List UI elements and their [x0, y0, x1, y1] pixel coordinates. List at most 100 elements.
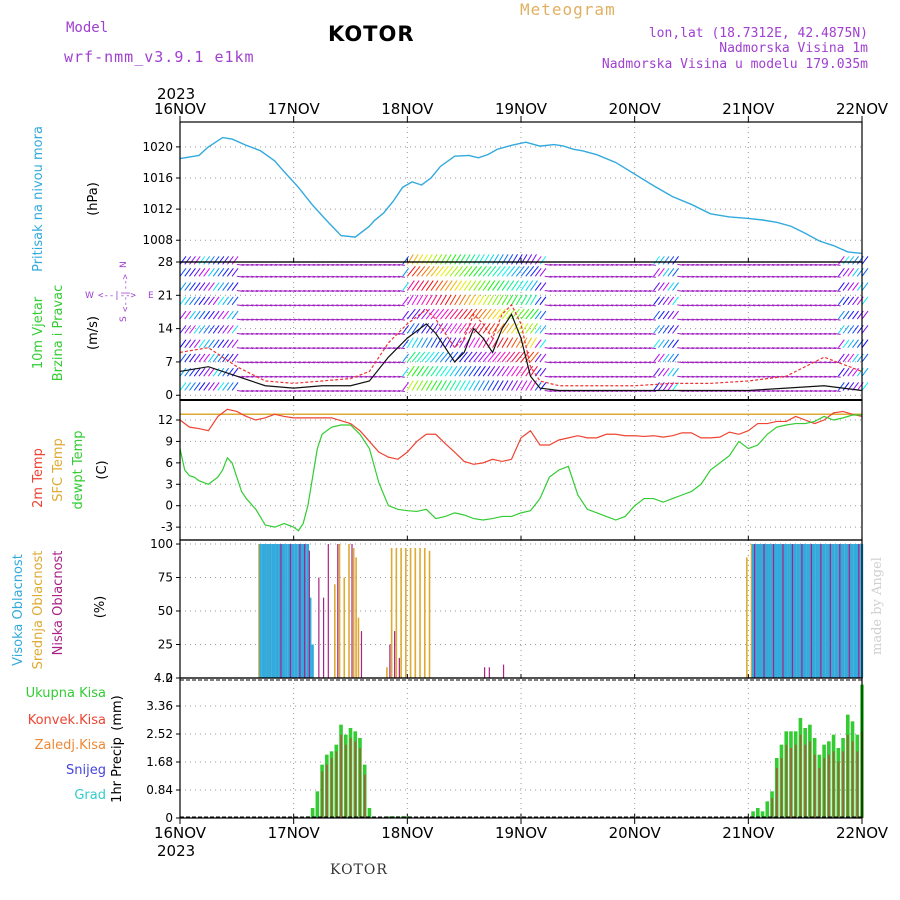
wind-barb: [762, 361, 770, 364]
wind-barb: [477, 294, 485, 306]
wind-barb: [861, 282, 869, 291]
wind-barb: [411, 365, 420, 377]
wind-barb: [833, 275, 841, 278]
wind-barb: [677, 375, 685, 378]
wind-barb: [359, 332, 368, 335]
wind-barb: [388, 290, 396, 293]
wind-barb: [444, 254, 452, 265]
wind-barb: [487, 294, 495, 306]
wind-barb: [506, 265, 516, 277]
wind-barb: [208, 267, 215, 277]
wind-barb: [639, 304, 647, 307]
wind-barb: [250, 389, 259, 392]
wind-barb: [506, 308, 516, 320]
wind-barb: [681, 290, 690, 293]
wind-barb: [383, 375, 391, 378]
wind-barb: [350, 375, 358, 378]
wind-barb: [506, 254, 514, 265]
wind-barb: [549, 275, 557, 278]
wind-barb: [577, 275, 585, 278]
wind-barb: [501, 365, 510, 377]
wind-barb: [809, 263, 817, 266]
wind-barb: [530, 280, 538, 291]
wind-barb: [345, 375, 353, 378]
wind-barb: [752, 332, 761, 335]
wind-barb: [383, 332, 391, 335]
wind-barb: [463, 280, 472, 291]
wind-barb: [705, 318, 713, 321]
conv-precip-bar: [823, 758, 826, 818]
wind-barb: [795, 290, 803, 293]
wind-barb: [198, 367, 206, 377]
wind-barb: [819, 375, 827, 378]
wind-barb: [520, 351, 530, 363]
wind-axis-label-2: Brzina i Pravac: [51, 285, 66, 382]
wind-barb: [805, 375, 813, 378]
wind-barb: [743, 304, 751, 307]
wind-barb: [477, 265, 487, 277]
wind-barb: [724, 347, 732, 350]
wind-barb: [814, 318, 822, 321]
wind-barb: [193, 325, 201, 334]
wind-barb: [355, 332, 363, 335]
station-title: KOTOR: [328, 22, 415, 46]
wind-barb: [814, 361, 822, 364]
high-cloud-axis-label: Visoka Oblacnost: [11, 554, 26, 666]
wind-barb: [601, 275, 609, 278]
wind-barb: [705, 332, 713, 335]
wind-barb: [473, 265, 483, 277]
wind-barb: [724, 332, 732, 335]
wind-barb: [288, 318, 297, 321]
wind-barb: [397, 318, 405, 321]
wind-barb: [563, 318, 571, 321]
pressure-unit-label: (hPa): [86, 182, 101, 216]
wind-barb: [762, 389, 770, 392]
wind-barb: [601, 361, 609, 364]
wind-barb: [364, 389, 372, 392]
wind-barb: [369, 263, 377, 266]
y-tick-label: 12: [158, 413, 173, 427]
wind-barb: [454, 294, 462, 306]
wind-barb: [563, 304, 571, 307]
wind-barb: [477, 280, 486, 291]
wind-barb: [648, 347, 656, 350]
wind-barb: [719, 347, 727, 350]
wind-barb: [767, 347, 775, 350]
wind-barb: [345, 263, 353, 266]
wind-barb: [710, 304, 718, 307]
wind-barb: [786, 389, 794, 392]
wind-barb: [757, 318, 765, 321]
wind-barb: [269, 263, 278, 266]
mid-cloud-axis-label: Srednja Oblacnost: [31, 551, 46, 670]
y-tick-label: 50: [158, 604, 173, 618]
wind-barb: [179, 382, 187, 391]
wind-barb: [393, 389, 401, 392]
wind-barb: [620, 263, 628, 266]
wind-barb: [487, 365, 496, 377]
wind-barb: [241, 389, 249, 392]
wind-barb: [771, 347, 780, 350]
wind-barb: [525, 265, 535, 277]
wind-barb: [852, 296, 859, 306]
wind-barb: [274, 347, 282, 350]
wind-barb: [416, 337, 424, 348]
wind-barb: [790, 347, 799, 350]
wind-barb: [473, 308, 483, 320]
wind-barb: [198, 310, 206, 320]
wind-barb: [317, 389, 325, 392]
wind-barb: [833, 290, 841, 293]
conv-precip-bar: [813, 754, 816, 818]
wind-barb: [748, 318, 756, 321]
wind-barb: [591, 347, 600, 350]
wind-barb: [369, 389, 377, 392]
wind-barb: [378, 290, 386, 293]
wind-barb: [511, 337, 518, 348]
wind-barb: [198, 325, 206, 334]
wind-barb: [677, 347, 685, 350]
wind-barb: [435, 308, 445, 320]
wind-barb: [771, 275, 780, 278]
y-tick-label: 3: [165, 477, 173, 491]
wind-barb: [610, 332, 619, 335]
wind-barb: [563, 275, 571, 278]
wind-barb: [284, 361, 292, 364]
